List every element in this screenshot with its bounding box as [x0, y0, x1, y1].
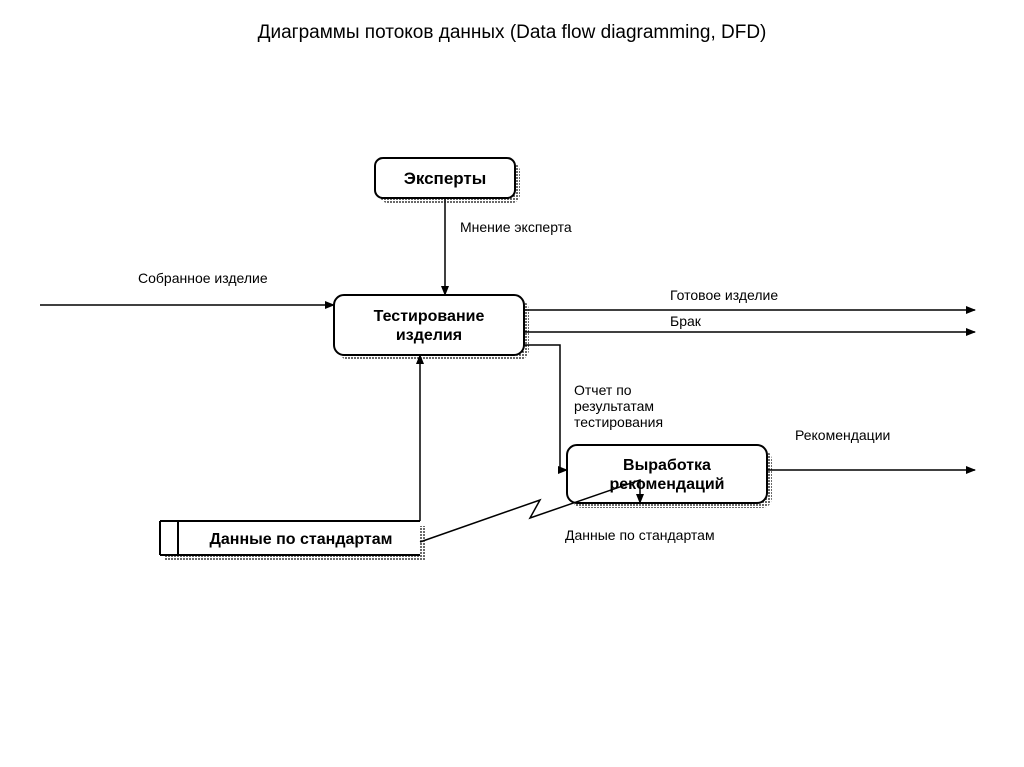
- edge-e6: Рекомендации: [767, 427, 975, 470]
- node-label-experts-0: Эксперты: [404, 169, 487, 188]
- edge-label-e5-1: результатам: [574, 398, 654, 414]
- node-label-standards: Данные по стандартам: [210, 531, 393, 548]
- node-testing: Тестирование изделия: [334, 295, 524, 355]
- edge-label-e5-2: тестирования: [574, 414, 663, 430]
- node-label-testing-0: Тестирование: [374, 308, 485, 325]
- node-label-testing-1: изделия: [396, 327, 462, 344]
- datastore-standards: Данные по стандартам: [160, 521, 420, 555]
- edge-label-e1: Мнение эксперта: [460, 219, 572, 235]
- node-experts: Эксперты: [375, 158, 515, 198]
- edge-label-e3: Готовое изделие: [670, 287, 778, 303]
- edge-label-e2: Собранное изделие: [138, 270, 268, 286]
- edge-label-e6: Рекомендации: [795, 427, 890, 443]
- edge-label-e5-0: Отчет по: [574, 382, 632, 398]
- edge-e1: Мнение эксперта: [445, 198, 572, 295]
- edge-label-e8: Данные по стандартам: [565, 527, 715, 543]
- edge-label-e4: Брак: [670, 313, 702, 329]
- node-label-recommend-0: Выработка: [623, 457, 711, 474]
- dfd-diagram: ЭкспертыТестированиеизделияВыработкареко…: [0, 0, 1024, 767]
- edge-e4: Брак: [524, 313, 975, 332]
- edge-e3: Готовое изделие: [524, 287, 975, 310]
- edge-e2: Собранное изделие: [40, 270, 334, 305]
